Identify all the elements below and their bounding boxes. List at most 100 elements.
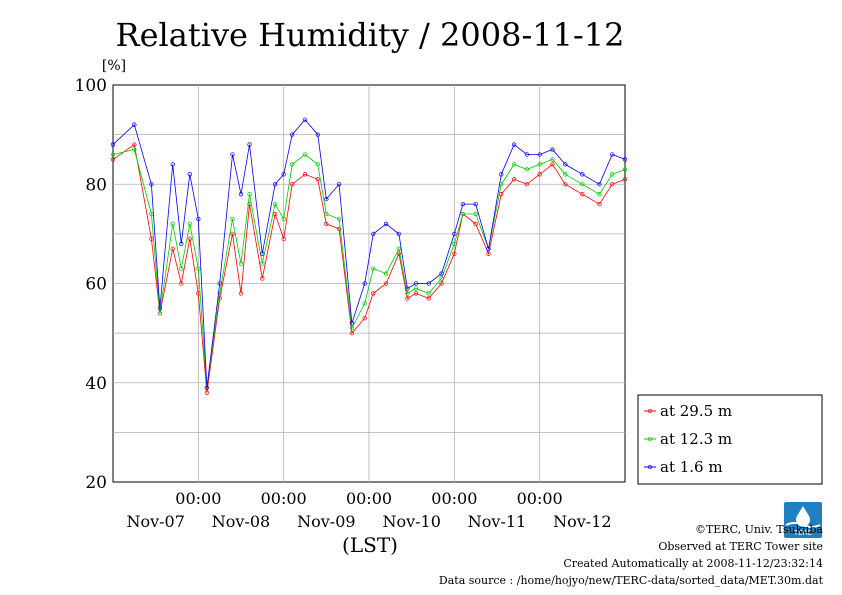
legend-marker xyxy=(647,464,653,470)
data-point xyxy=(511,177,517,182)
data-point xyxy=(580,172,585,177)
data-point xyxy=(324,211,329,217)
y-tick-label: 40 xyxy=(85,374,107,394)
data-point xyxy=(371,266,376,271)
data-point xyxy=(230,152,235,157)
data-point xyxy=(302,172,308,177)
data-point xyxy=(260,251,265,256)
data-point xyxy=(336,216,342,222)
legend-label: at 12.3 m xyxy=(660,430,732,448)
data-point xyxy=(597,201,602,207)
data-point xyxy=(511,142,517,147)
data-point xyxy=(302,117,308,122)
data-point xyxy=(196,216,201,222)
data-point xyxy=(486,246,491,251)
data-point xyxy=(179,241,184,246)
data-point xyxy=(371,231,376,237)
data-point xyxy=(473,221,478,227)
data-point xyxy=(405,286,410,291)
data-point xyxy=(315,132,320,137)
legend-label: at 1.6 m xyxy=(660,458,723,476)
data-point xyxy=(149,182,154,187)
y-tick-label: 20 xyxy=(85,473,107,493)
data-point xyxy=(272,201,278,207)
x-tick-time-label: 00:00 xyxy=(175,489,221,508)
y-axis-label: [%] xyxy=(102,58,126,74)
x-tick-date-label: Nov-07 xyxy=(126,512,184,531)
data-point xyxy=(110,142,116,147)
data-point xyxy=(260,276,265,281)
x-tick-date-label: Nov-12 xyxy=(553,512,611,531)
footer-created: Created Automatically at 2008-11-12/23:3… xyxy=(563,557,823,570)
data-point xyxy=(217,291,222,296)
data-point xyxy=(563,182,568,187)
terc-logo: TERC xyxy=(784,502,822,538)
x-axis-label: (LST) xyxy=(342,533,398,557)
data-point xyxy=(524,167,530,172)
data-point xyxy=(157,306,163,311)
data-point xyxy=(550,147,555,152)
data-point xyxy=(362,316,367,321)
data-point xyxy=(362,301,367,306)
data-point xyxy=(217,281,222,286)
data-point xyxy=(290,132,295,137)
data-point xyxy=(580,192,585,197)
data-point xyxy=(439,281,444,286)
x-tick-date-label: Nov-11 xyxy=(468,512,526,531)
data-point xyxy=(170,162,175,167)
legend-label: at 29.5 m xyxy=(660,402,732,420)
data-point xyxy=(563,162,568,167)
data-point xyxy=(238,192,244,197)
x-tick-time-label: 00:00 xyxy=(261,489,307,508)
data-point xyxy=(179,281,184,286)
data-point xyxy=(383,221,389,227)
data-point xyxy=(537,172,542,177)
data-point xyxy=(230,216,235,222)
x-tick-date-label: Nov-10 xyxy=(382,512,440,531)
data-point xyxy=(610,182,615,187)
data-point xyxy=(281,172,286,177)
data-point xyxy=(247,142,252,147)
data-point xyxy=(396,246,402,251)
data-point xyxy=(460,211,466,217)
footer-observed: Observed at TERC Tower site xyxy=(658,540,823,553)
data-point xyxy=(622,177,628,182)
data-point xyxy=(396,251,402,256)
data-point xyxy=(290,182,295,187)
data-point xyxy=(524,182,530,187)
footer-copyright: ©TERC, Univ. Tsukuba xyxy=(694,523,823,536)
x-tick-time-label: 00:00 xyxy=(517,489,563,508)
data-point xyxy=(132,142,137,147)
data-point xyxy=(405,291,410,296)
data-point xyxy=(362,281,367,286)
legend-marker xyxy=(647,436,653,442)
data-point xyxy=(524,152,530,157)
data-point xyxy=(110,152,116,157)
data-point xyxy=(336,182,342,187)
x-tick-time-label: 00:00 xyxy=(346,489,392,508)
series-line-0 xyxy=(112,143,626,393)
data-point xyxy=(110,157,116,162)
data-point xyxy=(597,192,602,197)
data-point xyxy=(537,162,542,167)
x-tick-date-label: Nov-08 xyxy=(212,512,270,531)
chart-title: Relative Humidity / 2008-11-12 xyxy=(116,16,625,54)
data-point xyxy=(260,261,265,266)
series-line-2 xyxy=(112,119,626,388)
data-point xyxy=(179,266,184,271)
x-tick-time-label: 00:00 xyxy=(431,489,477,508)
data-point xyxy=(170,221,175,227)
data-point xyxy=(580,182,585,187)
data-point xyxy=(622,167,628,172)
data-point xyxy=(563,172,568,177)
data-point xyxy=(383,271,389,276)
data-point xyxy=(324,196,329,202)
data-point xyxy=(204,390,210,395)
data-point xyxy=(247,192,252,197)
legend-marker xyxy=(647,408,653,414)
data-point xyxy=(550,162,555,167)
data-point xyxy=(187,236,192,241)
data-point xyxy=(281,236,286,241)
data-point xyxy=(383,281,389,286)
data-point xyxy=(170,246,175,251)
